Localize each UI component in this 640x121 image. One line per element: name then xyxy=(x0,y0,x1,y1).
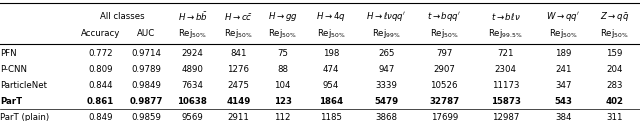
Text: $Z \rightarrow q\bar{q}$: $Z \rightarrow q\bar{q}$ xyxy=(600,10,629,23)
Text: $H \rightarrow b\bar{b}$: $H \rightarrow b\bar{b}$ xyxy=(177,10,207,23)
Text: 32787: 32787 xyxy=(429,97,460,106)
Text: 5479: 5479 xyxy=(374,97,399,106)
Text: 189: 189 xyxy=(556,49,572,58)
Text: ParT (plain): ParT (plain) xyxy=(0,113,49,121)
Text: $H \rightarrow 4q$: $H \rightarrow 4q$ xyxy=(316,10,346,23)
Text: 0.9859: 0.9859 xyxy=(131,113,161,121)
Text: 9569: 9569 xyxy=(182,113,204,121)
Text: 0.809: 0.809 xyxy=(88,65,113,74)
Text: 112: 112 xyxy=(275,113,291,121)
Text: Rej$_{99.5\%}$: Rej$_{99.5\%}$ xyxy=(488,27,523,40)
Text: 402: 402 xyxy=(605,97,623,106)
Text: 265: 265 xyxy=(378,49,395,58)
Text: Rej$_{50\%}$: Rej$_{50\%}$ xyxy=(430,27,459,40)
Text: 721: 721 xyxy=(497,49,514,58)
Text: 2924: 2924 xyxy=(181,49,204,58)
Text: 10526: 10526 xyxy=(431,81,458,90)
Text: 241: 241 xyxy=(555,65,572,74)
Text: AUC: AUC xyxy=(137,29,156,38)
Text: 204: 204 xyxy=(606,65,623,74)
Text: 123: 123 xyxy=(273,97,292,106)
Text: 1276: 1276 xyxy=(227,65,250,74)
Text: 1864: 1864 xyxy=(319,97,343,106)
Text: 0.861: 0.861 xyxy=(87,97,114,106)
Text: 283: 283 xyxy=(606,81,623,90)
Text: Rej$_{99\%}$: Rej$_{99\%}$ xyxy=(372,27,401,40)
Text: 12987: 12987 xyxy=(492,113,519,121)
Text: 3868: 3868 xyxy=(376,113,397,121)
Text: 2304: 2304 xyxy=(495,65,516,74)
Text: 11173: 11173 xyxy=(492,81,519,90)
Text: 954: 954 xyxy=(323,81,339,90)
Text: 2907: 2907 xyxy=(433,65,455,74)
Text: $H \rightarrow \ell\nu qq'$: $H \rightarrow \ell\nu qq'$ xyxy=(366,10,406,23)
Text: PFN: PFN xyxy=(0,49,17,58)
Text: 2475: 2475 xyxy=(227,81,250,90)
Text: ParT: ParT xyxy=(0,97,22,106)
Text: Rej$_{50\%}$: Rej$_{50\%}$ xyxy=(178,27,207,40)
Text: 159: 159 xyxy=(606,49,623,58)
Text: 0.9877: 0.9877 xyxy=(130,97,163,106)
Text: Rej$_{50\%}$: Rej$_{50\%}$ xyxy=(549,27,578,40)
Text: 10638: 10638 xyxy=(177,97,207,106)
Text: Accuracy: Accuracy xyxy=(81,29,120,38)
Text: 0.849: 0.849 xyxy=(88,113,113,121)
Text: 7634: 7634 xyxy=(181,81,204,90)
Text: $H \rightarrow gg$: $H \rightarrow gg$ xyxy=(268,10,298,23)
Text: Rej$_{50\%}$: Rej$_{50\%}$ xyxy=(224,27,253,40)
Text: 0.9789: 0.9789 xyxy=(131,65,161,74)
Text: 75: 75 xyxy=(277,49,288,58)
Text: 104: 104 xyxy=(275,81,291,90)
Text: $t \rightarrow b\ell\nu$: $t \rightarrow b\ell\nu$ xyxy=(491,11,520,22)
Text: 947: 947 xyxy=(378,65,395,74)
Text: 4149: 4149 xyxy=(226,97,250,106)
Text: Rej$_{50\%}$: Rej$_{50\%}$ xyxy=(317,27,346,40)
Text: 0.844: 0.844 xyxy=(88,81,113,90)
Text: 88: 88 xyxy=(277,65,288,74)
Text: 474: 474 xyxy=(323,65,339,74)
Text: 1185: 1185 xyxy=(320,113,342,121)
Text: $W \rightarrow qq'$: $W \rightarrow qq'$ xyxy=(547,10,580,23)
Text: 15873: 15873 xyxy=(490,97,520,106)
Text: 2911: 2911 xyxy=(227,113,249,121)
Text: 17699: 17699 xyxy=(431,113,458,121)
Text: P-CNN: P-CNN xyxy=(0,65,27,74)
Text: 4890: 4890 xyxy=(181,65,204,74)
Text: 543: 543 xyxy=(554,97,572,106)
Text: 198: 198 xyxy=(323,49,339,58)
Text: 311: 311 xyxy=(606,113,623,121)
Text: $t \rightarrow bqq'$: $t \rightarrow bqq'$ xyxy=(427,10,461,23)
Text: 0.772: 0.772 xyxy=(88,49,113,58)
Text: 384: 384 xyxy=(555,113,572,121)
Text: $H \rightarrow c\bar{c}$: $H \rightarrow c\bar{c}$ xyxy=(224,11,253,22)
Text: 0.9849: 0.9849 xyxy=(131,81,161,90)
Text: 3339: 3339 xyxy=(376,81,397,90)
Text: 347: 347 xyxy=(555,81,572,90)
Text: ParticleNet: ParticleNet xyxy=(0,81,47,90)
Text: 841: 841 xyxy=(230,49,246,58)
Text: 0.9714: 0.9714 xyxy=(131,49,161,58)
Text: Rej$_{50\%}$: Rej$_{50\%}$ xyxy=(600,27,629,40)
Text: All classes: All classes xyxy=(100,12,145,21)
Text: Rej$_{50\%}$: Rej$_{50\%}$ xyxy=(268,27,297,40)
Text: 797: 797 xyxy=(436,49,452,58)
